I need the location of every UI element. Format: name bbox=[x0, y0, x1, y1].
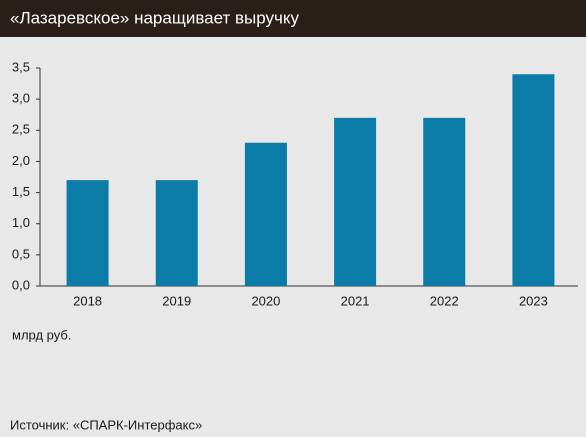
bar bbox=[423, 117, 466, 286]
bar bbox=[334, 117, 377, 286]
x-tick-label: 2021 bbox=[341, 293, 370, 308]
header bbox=[0, 0, 586, 37]
y-tick-label: 0,0 bbox=[12, 277, 30, 292]
bar bbox=[155, 180, 198, 286]
source: Источник: «СПАРК-Интерфакс» bbox=[10, 417, 202, 432]
y-tick-label: 2,0 bbox=[12, 153, 30, 168]
bar bbox=[244, 142, 287, 286]
y-tick-label: 1,5 bbox=[12, 184, 30, 199]
unit-label: млрд руб. bbox=[12, 327, 71, 342]
bar bbox=[512, 74, 555, 286]
x-tick-label: 2020 bbox=[251, 293, 280, 308]
y-tick-label: 2,5 bbox=[12, 122, 30, 137]
y-tick-label: 3,5 bbox=[12, 59, 30, 74]
x-tick-label: 2023 bbox=[519, 293, 548, 308]
bar bbox=[66, 180, 109, 286]
y-tick-label: 3,0 bbox=[12, 91, 30, 106]
chart-title: «Лазаревское» наращивает выручку bbox=[10, 8, 300, 27]
x-tick-label: 2018 bbox=[73, 293, 102, 308]
y-tick-label: 1,0 bbox=[12, 215, 30, 230]
y-tick-label: 0,5 bbox=[12, 246, 30, 261]
x-tick-label: 2022 bbox=[430, 293, 459, 308]
x-tick-label: 2019 bbox=[162, 293, 191, 308]
